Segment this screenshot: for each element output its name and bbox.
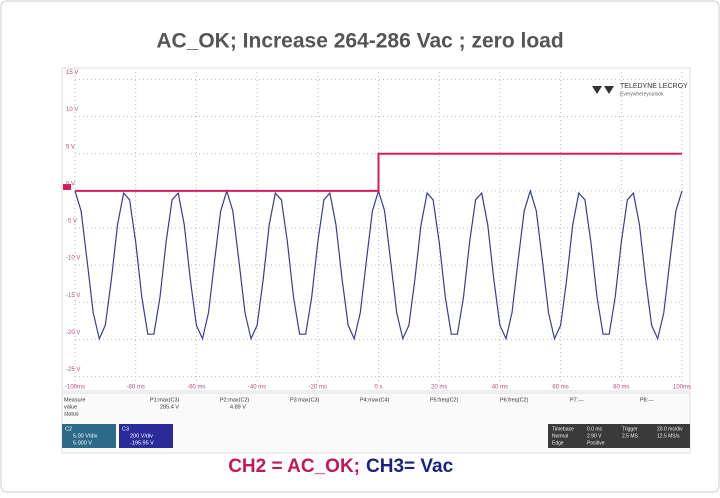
x-tick-label: -60 ms xyxy=(187,385,205,391)
timebase-text: 2.90 V xyxy=(587,433,602,439)
panel-param: P3:max(C3) xyxy=(290,397,320,403)
timebase-text: 0.0 ms xyxy=(587,426,603,432)
x-tick-label: 40 ms xyxy=(492,385,508,391)
panel-param: P7:--- xyxy=(570,397,584,403)
x-tick-label: -100ms xyxy=(65,385,85,391)
channel-text: 5.00 V/div xyxy=(73,433,98,439)
x-tick-label: 100ms xyxy=(673,385,691,391)
y-tick-label: -5 V xyxy=(66,219,77,225)
caption-ch2: CH2 = AC_OK; xyxy=(228,456,360,477)
y-tick-label: 5 V xyxy=(66,144,75,150)
panel-value: 4.89 V xyxy=(230,404,246,410)
timebase-text: Trigger xyxy=(622,426,638,432)
x-tick-label: -40 ms xyxy=(248,385,266,391)
chart-title: AC_OK; Increase 264-286 Vac ; zero load xyxy=(156,30,563,53)
channel-text: 200 V/div xyxy=(130,433,153,439)
x-tick-label: -80 ms xyxy=(127,385,145,391)
y-tick-label: -15 V xyxy=(66,293,80,299)
timebase-text: Timebase xyxy=(552,426,574,432)
timebase-text: Edge xyxy=(552,440,564,446)
scope-screenshot: AC_OK; Increase 264-286 Vac ; zero load … xyxy=(0,0,720,493)
x-tick-label: 80 ms xyxy=(613,385,629,391)
x-tick-label: 0 s xyxy=(374,385,382,391)
channel-text: C2 xyxy=(65,426,72,432)
channel-text: -195.95 V xyxy=(130,440,154,446)
timebase-text: Normal xyxy=(552,433,568,439)
timebase-text: Positive xyxy=(587,440,605,446)
panel-row-label: value xyxy=(64,404,77,410)
y-tick-label: 10 V xyxy=(66,107,78,113)
timebase-text: 12.5 MS/s xyxy=(657,433,680,439)
timebase-text: 2.5 MS xyxy=(622,433,639,439)
x-tick-label: 60 ms xyxy=(552,385,568,391)
panel-value: 285.4 V xyxy=(160,404,179,410)
channel-text: C3 xyxy=(122,426,129,432)
caption-ch3: CH3= Vac xyxy=(366,456,454,477)
timebase-text: 20.0 ms/div xyxy=(657,426,683,432)
panel-param: P1:max(C3) xyxy=(150,397,180,403)
logo-name: TELEDYNE LECROY xyxy=(620,83,688,90)
channel-text: 5.000 V xyxy=(73,440,92,446)
logo-tagline: Everywhereyoulook xyxy=(620,91,664,97)
y-tick-label: 0 V xyxy=(66,181,75,187)
x-tick-label: 20 ms xyxy=(431,385,447,391)
x-tick-label: -20 ms xyxy=(309,385,327,391)
y-tick-label: -10 V xyxy=(66,256,80,262)
panel-param: P6:freq(C2) xyxy=(500,397,529,403)
y-tick-label: -25 V xyxy=(66,367,80,373)
panel-param: P8:--- xyxy=(640,397,654,403)
panel-param: P5:freq(C2) xyxy=(430,397,459,403)
y-tick-label: 15 V xyxy=(66,70,78,76)
panel-row-label: status xyxy=(64,411,79,417)
panel-param: P2:max(C2) xyxy=(220,397,250,403)
panel-row-label: Measure xyxy=(64,397,85,403)
y-tick-label: -20 V xyxy=(66,330,80,336)
panel-param: P4:max(C4) xyxy=(360,397,390,403)
